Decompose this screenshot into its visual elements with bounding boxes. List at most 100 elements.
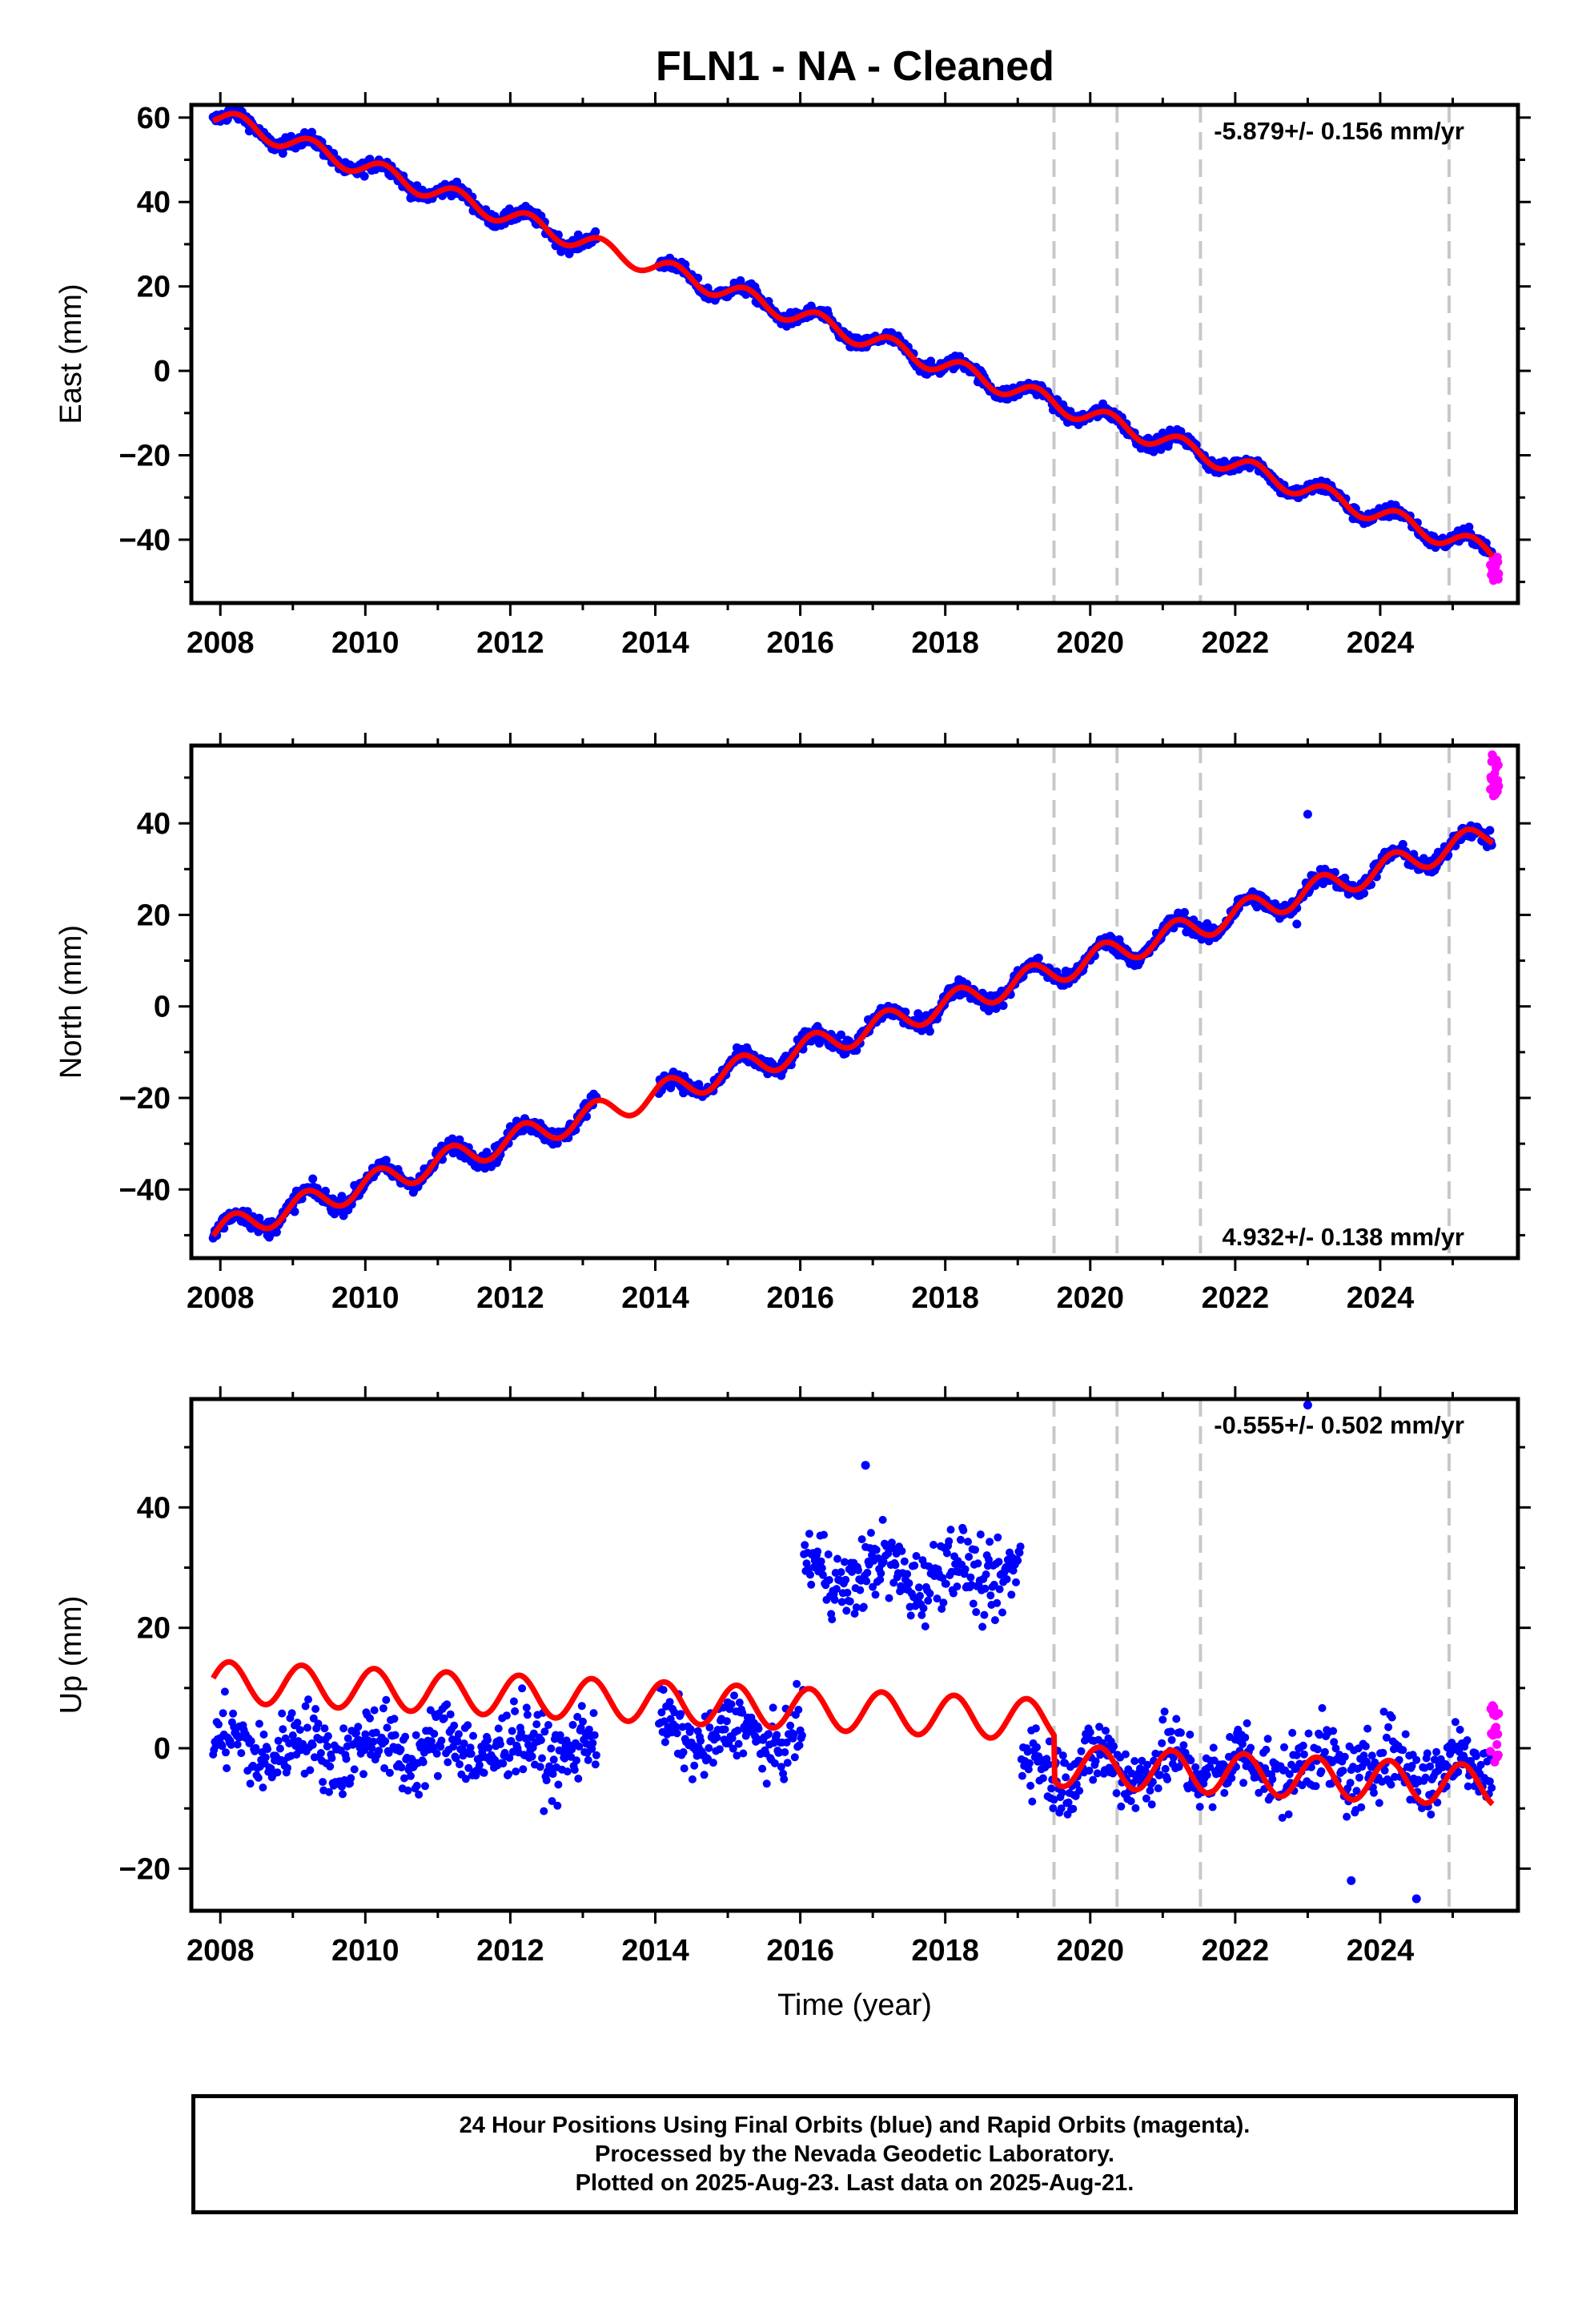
outlier-point (1292, 919, 1302, 929)
data-point (1472, 1752, 1480, 1760)
data-point (739, 1749, 748, 1758)
data-point (1007, 1590, 1016, 1599)
data-point (494, 1724, 503, 1733)
x-tick-label: 2012 (476, 626, 544, 660)
data-point (942, 1579, 950, 1588)
data-point (508, 1727, 516, 1735)
data-point (1311, 1782, 1320, 1791)
data-point (1117, 1802, 1126, 1811)
data-point (969, 1599, 978, 1608)
data-point (949, 1589, 958, 1598)
footer-line-2: Processed by the Nevada Geodetic Laborat… (595, 2141, 1114, 2167)
data-point (807, 1580, 816, 1589)
velocity-rate-label: -0.555+/- 0.502 mm/yr (1214, 1411, 1464, 1439)
data-point (981, 1584, 990, 1593)
data-point (795, 1741, 804, 1750)
data-point (275, 1744, 284, 1753)
data-point (504, 1770, 513, 1779)
data-point (1367, 1751, 1376, 1760)
data-point (856, 1586, 865, 1594)
data-point (1318, 1703, 1327, 1712)
data-point (1384, 1723, 1393, 1731)
x-tick-label: 2010 (331, 1281, 400, 1315)
plot-frame (189, 743, 1520, 1261)
data-point (592, 1751, 600, 1759)
x-tick-label: 2020 (1057, 626, 1125, 660)
data-point (536, 1736, 545, 1744)
data-point (1077, 1747, 1086, 1755)
final-orbit-series (208, 750, 1504, 1243)
data-point (308, 1174, 318, 1184)
data-point (998, 1608, 1006, 1617)
data-point (464, 1721, 472, 1730)
data-point (540, 1807, 548, 1815)
data-point (382, 1695, 391, 1704)
data-point (1343, 1812, 1351, 1821)
data-point (1130, 1757, 1139, 1765)
data-point (502, 1711, 511, 1720)
data-point (568, 1720, 577, 1729)
data-point (1329, 1727, 1338, 1735)
data-point (1209, 1743, 1218, 1752)
data-point (659, 1686, 668, 1695)
x-tick-label: 2010 (331, 626, 400, 660)
x-tick-label: 2022 (1202, 1934, 1270, 1968)
data-point (1025, 1759, 1034, 1767)
data-point (665, 1698, 674, 1707)
x-tick-label: 2018 (911, 626, 979, 660)
data-point (1121, 1750, 1130, 1759)
data-point (1085, 1767, 1094, 1775)
data-point (1227, 1774, 1236, 1783)
data-point (1160, 1707, 1169, 1716)
rapid-point (1493, 557, 1503, 567)
data-point (953, 1582, 962, 1591)
data-point (320, 1724, 329, 1733)
data-point (319, 1778, 327, 1787)
data-point (1399, 1746, 1407, 1755)
data-point (295, 1726, 304, 1735)
data-point (271, 1228, 281, 1237)
data-point (391, 1731, 400, 1739)
data-point (1375, 1799, 1383, 1807)
data-point (446, 1710, 455, 1719)
data-point (1154, 1784, 1162, 1793)
data-point (518, 1684, 527, 1693)
data-point (871, 1590, 880, 1599)
data-point (690, 1761, 699, 1770)
data-point (1075, 1787, 1084, 1795)
y-axis-label: East (mm) (54, 283, 88, 424)
data-point (1304, 1729, 1313, 1738)
data-point (1172, 1715, 1181, 1723)
y-tick-label: −40 (119, 524, 171, 557)
data-point (956, 1535, 965, 1544)
data-point (946, 1526, 955, 1534)
data-point (824, 1550, 833, 1558)
data-point (1163, 1775, 1171, 1783)
data-point (480, 1768, 488, 1777)
outlier-point (1411, 1894, 1421, 1904)
data-point (538, 1754, 546, 1763)
data-point (570, 1766, 579, 1774)
y-tick-label: −40 (119, 1173, 171, 1207)
data-point (730, 1691, 738, 1700)
data-point (584, 1755, 592, 1764)
data-point (1247, 1743, 1255, 1752)
data-point (354, 1723, 363, 1731)
x-tick-label: 2022 (1202, 626, 1270, 660)
data-point (1288, 1728, 1297, 1737)
data-point (1463, 1736, 1472, 1744)
data-point (254, 1773, 263, 1782)
data-point (1320, 1747, 1329, 1756)
data-point (686, 1725, 695, 1734)
data-point (1047, 1784, 1056, 1793)
x-tick-label: 2016 (766, 1934, 834, 1968)
data-point (1031, 1724, 1040, 1733)
data-point (906, 1611, 915, 1620)
data-point (903, 1570, 912, 1578)
x-tick-label: 2014 (621, 1934, 689, 1968)
rapid-point (1493, 1750, 1503, 1759)
data-point (359, 1770, 367, 1779)
x-tick-label: 2018 (911, 1281, 979, 1315)
data-point (786, 1721, 795, 1730)
data-point (484, 1743, 493, 1752)
